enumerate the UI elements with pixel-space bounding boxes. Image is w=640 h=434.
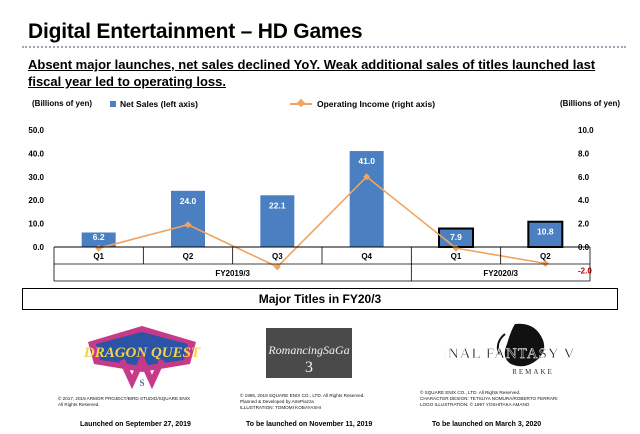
svg-text:S: S <box>139 378 144 388</box>
legend-line-swatch <box>290 103 312 105</box>
legend-net-sales: Net Sales (left axis) <box>110 99 198 109</box>
romancing-saga-3-logo: RomancingSaGa 3 <box>266 328 352 378</box>
right-axis-tick: -2.0 <box>578 266 592 275</box>
svg-text:FINAL FANTASY VII: FINAL FANTASY VII <box>445 346 575 362</box>
operating-income-point <box>363 173 371 181</box>
final-fantasy-vii-remake-logo: FINAL FANTASY VII REMAKE <box>432 320 587 386</box>
left-axis-tick: 50.0 <box>28 126 44 135</box>
net-sales-data-label: 41.0 <box>358 156 375 166</box>
right-axis-tick: 10.0 <box>578 126 594 135</box>
launch-date-final-fantasy: To be launched on March 3, 2020 <box>432 421 542 428</box>
copyright-final-fantasy: © SQUARE ENIX CO., LTD. All Rights Reser… <box>420 390 558 408</box>
group-label: FY2019/3 <box>215 269 250 278</box>
legend-net-sales-label: Net Sales (left axis) <box>120 99 198 109</box>
net-sales-bar <box>81 232 116 247</box>
legend-operating-income: Operating Income (right axis) <box>290 99 435 109</box>
operating-income-point <box>95 244 103 252</box>
page-title: Digital Entertainment – HD Games <box>28 20 363 43</box>
svg-text:REMAKE: REMAKE <box>512 368 554 376</box>
operating-income-point <box>541 259 549 267</box>
right-axis-unit: (Billions of yen) <box>560 99 620 108</box>
operating-income-point <box>184 221 192 229</box>
title-divider <box>22 46 626 48</box>
right-axis-tick: 8.0 <box>578 149 590 158</box>
operating-income-point <box>273 263 281 271</box>
major-titles-heading: Major Titles in FY20/3 <box>22 288 618 310</box>
category-label: Q2 <box>540 252 551 261</box>
net-sales-data-label: 7.9 <box>450 232 462 242</box>
category-label: Q3 <box>272 252 283 261</box>
net-sales-bar <box>527 220 564 248</box>
legend-operating-income-label: Operating Income (right axis) <box>317 99 436 109</box>
left-axis-tick: 0.0 <box>33 243 45 252</box>
right-axis-tick: 4.0 <box>578 196 590 205</box>
dragon-quest-xi-s-logo: DRAGON QUEST S <box>78 320 206 390</box>
category-label: Q4 <box>361 252 372 261</box>
right-axis-tick: 2.0 <box>578 220 590 229</box>
net-sales-bar <box>260 195 295 247</box>
left-axis-tick: 40.0 <box>28 149 44 158</box>
svg-text:3: 3 <box>305 359 313 376</box>
net-sales-data-label: 22.1 <box>269 200 286 210</box>
category-label: Q2 <box>183 252 194 261</box>
left-axis-tick: 20.0 <box>28 196 44 205</box>
legend-bar-swatch <box>110 101 116 107</box>
left-axis-unit: (Billions of yen) <box>32 99 92 108</box>
group-label: FY2020/3 <box>483 269 518 278</box>
svg-text:RomancingSaGa: RomancingSaGa <box>267 343 349 357</box>
launch-date-romancing-saga: To be launched on November 11, 2019 <box>246 421 373 428</box>
operating-income-line <box>98 175 546 268</box>
left-axis-tick: 10.0 <box>28 220 44 229</box>
copyright-romancing-saga: © 1995, 2019 SQUARE ENIX CO., LTD. All R… <box>240 393 365 411</box>
net-sales-bar <box>349 151 384 247</box>
launch-date-dragon-quest: Launched on September 27, 2019 <box>80 421 191 428</box>
category-label: Q1 <box>93 252 104 261</box>
right-axis-tick: 6.0 <box>578 173 590 182</box>
copyright-dragon-quest: © 2017, 2019 ARMOR PROJECT/BIRD STUDIO/S… <box>58 396 191 408</box>
net-sales-bar <box>171 190 205 247</box>
net-sales-data-label: 6.2 <box>93 232 105 242</box>
operating-income-point <box>452 244 460 252</box>
category-label: Q1 <box>451 252 462 261</box>
left-axis-tick: 30.0 <box>28 173 44 182</box>
net-sales-data-label: 24.0 <box>180 196 197 206</box>
page-subtitle: Absent major launches, net sales decline… <box>28 57 596 89</box>
sales-income-chart: 0.010.020.030.040.050.0-2.00.02.04.06.08… <box>28 126 594 282</box>
net-sales-data-label: 10.8 <box>537 227 554 237</box>
